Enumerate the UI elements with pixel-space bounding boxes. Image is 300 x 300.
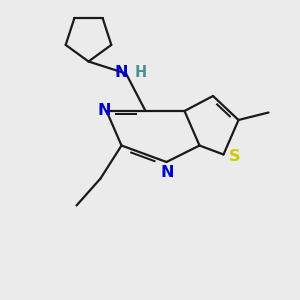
Text: N: N (97, 103, 111, 118)
Text: N: N (160, 165, 174, 180)
Text: S: S (229, 149, 240, 164)
Text: N: N (114, 65, 128, 80)
Text: H: H (134, 65, 147, 80)
